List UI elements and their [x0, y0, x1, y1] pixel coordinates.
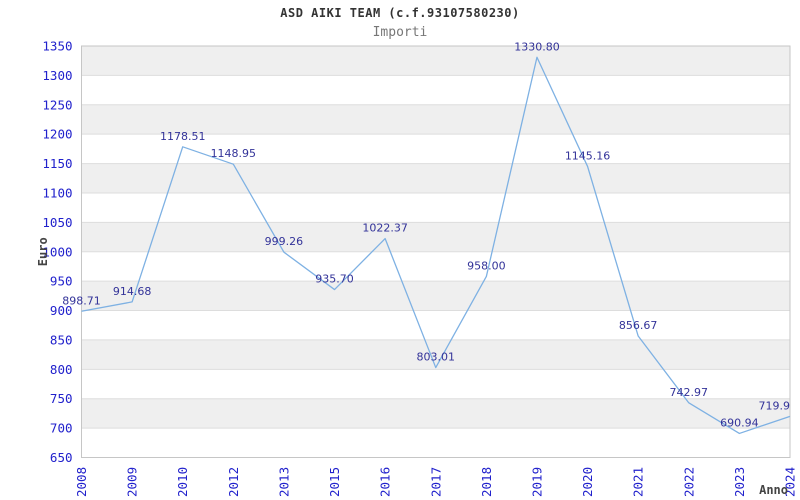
x-tick-label: 2008 — [74, 467, 89, 497]
y-tick-label: 1300 — [42, 68, 72, 83]
x-tick-label: 2012 — [226, 467, 241, 497]
y-tick-label: 850 — [50, 332, 73, 347]
x-tick-label: 2021 — [631, 467, 646, 497]
x-tick-label: 2018 — [479, 467, 494, 497]
point-label: 1330.80 — [514, 40, 560, 53]
x-tick-label: 2009 — [125, 467, 140, 497]
x-tick-label: 2019 — [529, 467, 544, 497]
point-label: 690.94 — [720, 416, 759, 429]
x-tick-label: 2024 — [783, 467, 798, 497]
x-tick-label: 2013 — [276, 467, 291, 497]
point-label: 1178.51 — [160, 130, 206, 143]
y-tick-label: 1350 — [42, 39, 72, 54]
chart-title: ASD AIKI TEAM (c.f.93107580230) — [280, 6, 520, 20]
y-tick-label: 1100 — [42, 185, 72, 200]
plot-band — [81, 104, 790, 135]
x-tick-label: 2010 — [175, 467, 190, 497]
data-line — [81, 56, 791, 435]
point-label: 719.9 — [759, 399, 791, 412]
y-axis-title: Euro — [36, 237, 50, 266]
plot-band — [81, 46, 790, 76]
y-tick-label: 700 — [50, 421, 73, 436]
y-tick-label: 1050 — [42, 215, 72, 230]
point-label: 958.00 — [467, 259, 506, 272]
y-tick-label: 650 — [50, 450, 73, 465]
x-tick-label: 2020 — [580, 467, 595, 497]
y-tick-label: 950 — [50, 274, 73, 289]
y-tick-label: 800 — [50, 362, 73, 377]
plot-band — [81, 222, 790, 252]
plot-border — [81, 45, 791, 458]
point-label: 935.70 — [315, 273, 354, 286]
y-tick-label: 1200 — [42, 127, 72, 142]
plot-band — [81, 398, 790, 429]
y-tick-label: 1000 — [42, 244, 72, 259]
y-tick-label: 1250 — [42, 97, 72, 112]
plot-band — [81, 339, 790, 370]
x-tick-label: 2023 — [732, 467, 747, 497]
x-tick-label: 2017 — [428, 467, 443, 497]
x-axis-title: Anno — [759, 483, 788, 497]
x-tick-label: 2022 — [681, 467, 696, 497]
plot-band — [81, 281, 790, 311]
point-label: 742.97 — [670, 386, 709, 399]
y-tick-label: 900 — [50, 303, 73, 318]
point-label: 999.26 — [265, 235, 304, 248]
plot-band — [81, 163, 790, 193]
point-label: 856.67 — [619, 319, 658, 332]
point-label: 1022.37 — [362, 222, 408, 235]
y-tick-label: 750 — [50, 391, 73, 406]
y-tick-label: 1150 — [42, 156, 72, 171]
point-label: 1145.16 — [565, 149, 611, 162]
point-label: 803.01 — [417, 351, 456, 364]
x-tick-label: 2015 — [327, 467, 342, 497]
chart-subtitle: Importi — [372, 25, 428, 40]
x-tick-label: 2016 — [378, 467, 393, 497]
point-label: 914.68 — [113, 285, 152, 298]
point-label: 1148.95 — [211, 147, 257, 160]
point-label: 898.71 — [62, 294, 101, 307]
